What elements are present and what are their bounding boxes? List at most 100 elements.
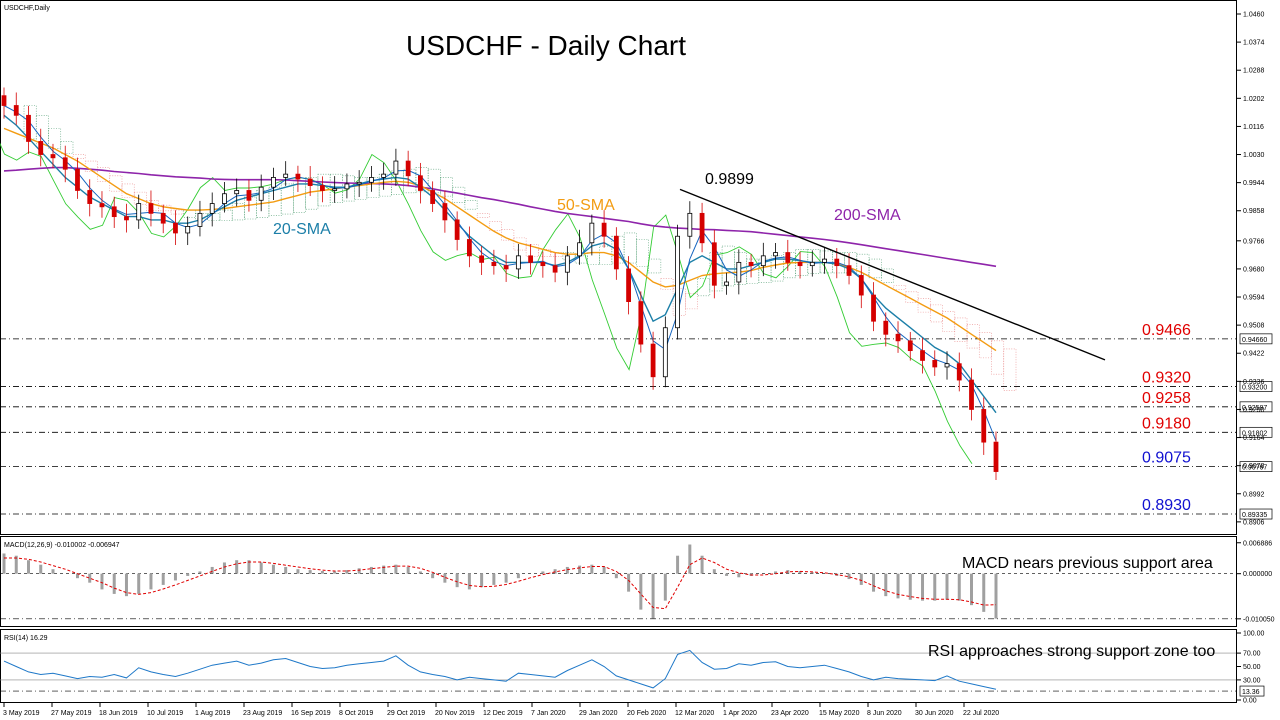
cloud-segment (305, 177, 319, 210)
symbol-header: USDCHF,Daily (4, 5, 50, 12)
cloud-segment (660, 278, 674, 290)
candle-body (136, 203, 142, 221)
price-tick-label: 1.0202 (1243, 96, 1265, 103)
cloud-segment (721, 245, 735, 287)
candle-body (773, 252, 778, 257)
candle-body (307, 178, 313, 186)
date-tick-label: 29 Oct 2019 (387, 710, 425, 717)
price-tick-label: 0.8992 (1243, 491, 1265, 498)
date-tick-label: 7 Jan 2020 (531, 710, 566, 717)
level-label: 0.9320 (1142, 370, 1191, 387)
sma50-label: 50-SMA (557, 197, 615, 214)
level-price-box-label: 0.90767 (1242, 465, 1267, 472)
price-tick-label: 0.9164 (1243, 435, 1265, 442)
sma200-line (3, 166, 997, 268)
level-label: 0.9075 (1142, 450, 1191, 467)
level-price-box-label: 0.92587 (1242, 405, 1267, 412)
level-price-box (1239, 426, 1273, 438)
rsi-value-box (1239, 685, 1265, 697)
chart-title: USDCHF - Daily Chart (406, 30, 686, 61)
tenkan-line (3, 105, 997, 442)
cloud-segment (72, 154, 86, 159)
level-price-box (1239, 508, 1273, 520)
candle-body (26, 114, 31, 142)
date-tick-label: 30 Jun 2020 (915, 710, 954, 717)
macd-header: MACD(12,26,9) -0.010002 -0.006947 (4, 542, 120, 549)
cloud-segment (293, 180, 306, 213)
rsi-tick-label: 30.00 (1243, 677, 1261, 684)
rsi-tick-label: 0.00 (1243, 698, 1257, 705)
date-tick-label: 20 Nov 2019 (435, 710, 475, 717)
date-tick-label: 10 Jul 2019 (147, 710, 183, 717)
level-price-box-label: 0.91802 (1242, 430, 1267, 437)
candle-body (650, 343, 656, 378)
candle-body (1, 95, 7, 106)
candle-body (662, 327, 668, 378)
price-tick-label: 0.9858 (1243, 208, 1265, 215)
cloud-segment (734, 252, 747, 285)
candle-body (246, 190, 252, 201)
candle-body (454, 219, 460, 240)
cloud-segment (844, 252, 858, 274)
level-label: 0.9258 (1142, 390, 1191, 407)
candle-body (932, 360, 938, 368)
candle-body (393, 160, 399, 175)
rsi-tick-label: 100.00 (1243, 631, 1265, 638)
date-tick-label: 15 May 2020 (819, 710, 860, 717)
cloud-segment (476, 213, 490, 218)
candle-body (797, 261, 803, 267)
candle-body (699, 212, 705, 244)
candle-body (356, 181, 362, 185)
rsi-plot: 100.00 70.00 50.00 30.00 0.00 13.36 (0, 631, 1265, 705)
candle-body (528, 255, 534, 263)
cloud-segment (354, 177, 368, 200)
level-price-box-label: 0.89335 (1242, 512, 1267, 519)
candle-body (417, 175, 423, 191)
cloud-segment (868, 258, 882, 279)
cloud-segment (440, 177, 453, 197)
cloud-segment (415, 167, 429, 193)
candle-body (124, 216, 129, 221)
candle-body (822, 258, 827, 263)
candle-body (993, 441, 999, 472)
candle-body (540, 261, 546, 267)
candle-body (809, 261, 815, 267)
cloud-segment (538, 249, 551, 257)
candle-body (895, 333, 901, 342)
date-tick-label: 12 Mar 2020 (675, 710, 714, 717)
candle-body (969, 379, 974, 410)
date-tick-label: 23 Apr 2020 (771, 710, 809, 717)
cloud-segment (1003, 348, 1017, 391)
price-tick-label: 0.8906 (1243, 519, 1265, 526)
ichimoku-cloud (23, 105, 1017, 391)
rsi-line (3, 649, 997, 690)
candle-body (258, 186, 264, 201)
candle-body (50, 154, 56, 159)
price-tick-label: 0.9944 (1243, 180, 1265, 187)
candle-body (234, 190, 240, 195)
cloud-segment (599, 245, 613, 266)
candle-body (760, 255, 766, 267)
cloud-segment (513, 237, 527, 251)
candle-body (381, 173, 387, 178)
candle-body (111, 206, 117, 218)
peak-label: 0.9899 (705, 171, 754, 188)
macd-tick-label: 0.000000 (1243, 571, 1272, 578)
candle-body (601, 222, 607, 237)
candle-body (222, 193, 227, 204)
candle-body (613, 235, 619, 270)
price-tick-label: 1.0288 (1243, 68, 1265, 75)
candle-body (846, 265, 852, 276)
sma20-line (3, 114, 997, 414)
price-candles (1, 87, 999, 480)
date-tick-label: 12 Dec 2019 (483, 710, 523, 717)
candle-body (148, 203, 154, 214)
cloud-segment (231, 203, 245, 221)
price-tick-label: 0.9766 (1243, 238, 1265, 245)
trendline-group (679, 188, 1106, 361)
cloud-segment (207, 213, 221, 221)
date-tick-label: 27 May 2019 (51, 710, 92, 717)
date-tick-label: 1 Aug 2019 (195, 710, 231, 717)
candle-body (687, 212, 693, 237)
